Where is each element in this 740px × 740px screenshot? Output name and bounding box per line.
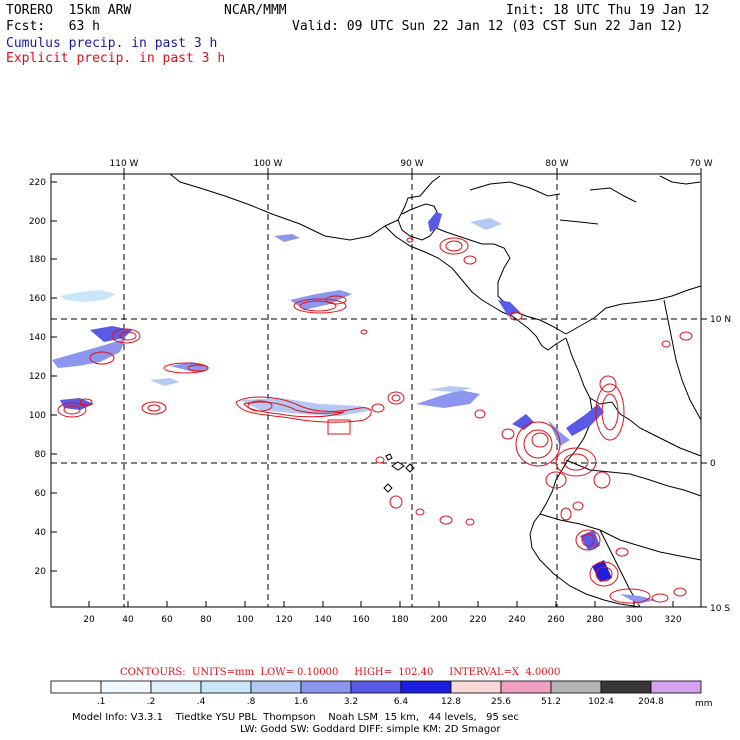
y-label: 180: [29, 255, 46, 265]
colorbar-swatch: [350, 680, 402, 694]
colorbar-swatch: [500, 680, 552, 694]
x-label: 200: [430, 615, 447, 625]
colorbar-level-label: 3.2: [344, 697, 358, 707]
init-time: Init: 18 UTC Thu 19 Jan 12: [506, 3, 710, 18]
colorbar-level-label: 204.8: [638, 697, 664, 707]
latitude-labels: 10 N 0 10 S: [710, 315, 731, 614]
lon-label-70w: 70 W: [689, 159, 712, 169]
colorbar-level-label: .8: [247, 697, 256, 707]
x-label: 180: [391, 615, 408, 625]
x-label: 260: [547, 615, 564, 625]
colorbar-level-label: .2: [147, 697, 156, 707]
y-label: 220: [29, 178, 46, 188]
x-label: 240: [508, 615, 525, 625]
y-label: 200: [29, 217, 46, 227]
valid-time: Valid: 09 UTC Sun 22 Jan 12 (03 CST Sun …: [292, 19, 684, 34]
y-label: 120: [29, 372, 46, 382]
explicit-precip-contours: [57, 237, 693, 604]
x-label: 100: [236, 615, 253, 625]
colorbar-swatch: [600, 680, 652, 694]
y-label: 60: [35, 489, 47, 499]
colorbar-swatch: [650, 680, 702, 694]
y-label: 80: [35, 450, 47, 460]
lon-label-100w: 100 W: [254, 159, 283, 169]
longitude-labels: 110 W 100 W 90 W 80 W 70 W: [110, 159, 713, 169]
colorbar-labels: .1 .2 .4 .8 1.6 3.2 6.4 12.8 25.6 51.2 102.4 204.8: [97, 697, 664, 707]
x-label: 120: [275, 615, 292, 625]
x-label: 280: [586, 615, 603, 625]
cumulus-precip: [52, 212, 656, 604]
x-label: 60: [161, 615, 173, 625]
x-label: 160: [352, 615, 369, 625]
colorbar-level-label: 102.4: [588, 697, 614, 707]
contour-info: CONTOURS: UNITS=mm LOW= 0.10000 HIGH= 10…: [120, 667, 561, 678]
lon-label-90w: 90 W: [400, 159, 423, 169]
model-title: TORERO 15km ARW: [6, 3, 132, 18]
grid-y-labels: 220 200 180 160 140 120 100 80 60 40 20: [29, 178, 46, 577]
x-label: 20: [83, 615, 95, 625]
colorbar-swatch: [200, 680, 252, 694]
y-label: 40: [35, 528, 47, 538]
colorbar-level-label: 25.6: [491, 697, 511, 707]
grid-x-labels: 20 40 60 80 100 120 140 160 180 200 220 …: [83, 615, 682, 625]
latlon-grid: [51, 174, 701, 607]
y-label: 100: [29, 411, 46, 421]
x-label: 40: [122, 615, 134, 625]
colorbar-swatch: [450, 680, 502, 694]
model-info-line2: LW: Godd SW: Goddard DIFF: simple KM: 2D…: [240, 724, 501, 735]
lon-label-80w: 80 W: [545, 159, 568, 169]
y-label: 20: [35, 567, 47, 577]
x-label: 220: [469, 615, 486, 625]
colorbar-swatch: [150, 680, 202, 694]
lon-label-110w: 110 W: [110, 159, 139, 169]
model-info-line1: Model Info: V3.3.1 Tiedtke YSU PBL Thomp…: [72, 712, 519, 723]
axis-ticks: [51, 168, 707, 608]
lat-label-10s: 10 S: [710, 604, 730, 614]
colorbar-swatch: [550, 680, 602, 694]
x-label: 320: [664, 615, 681, 625]
colorbar-swatch: [50, 680, 102, 694]
x-label: 80: [200, 615, 212, 625]
colorbar-level-label: 51.2: [541, 697, 561, 707]
lat-label-10n: 10 N: [710, 315, 731, 325]
colorbar-swatch: [300, 680, 352, 694]
colorbar-swatch: [100, 680, 152, 694]
x-label: 140: [314, 615, 331, 625]
y-label: 160: [29, 294, 46, 304]
colorbar-level-label: 1.6: [294, 697, 309, 707]
colorbar-level-label: 6.4: [394, 697, 409, 707]
colorbar-swatch: [400, 680, 452, 694]
colorbar-level-label: 12.8: [441, 697, 461, 707]
colorbar-level-label: .4: [197, 697, 206, 707]
colorbar-level-label: .1: [97, 697, 106, 707]
explicit-legend: Explicit precip. in past 3 h: [6, 51, 226, 66]
colorbar-swatch: [250, 680, 302, 694]
colorbar-unit: mm: [695, 699, 713, 709]
forecast-hour: Fcst: 63 h: [6, 19, 100, 34]
cumulus-legend: Cumulus precip. in past 3 h: [6, 36, 218, 51]
precip-colorbar: [50, 680, 702, 694]
lat-label-0: 0: [710, 459, 716, 469]
y-label: 140: [29, 333, 46, 343]
org-label: NCAR/MMM: [224, 3, 287, 18]
x-label: 300: [625, 615, 642, 625]
coastlines: [169, 173, 702, 608]
